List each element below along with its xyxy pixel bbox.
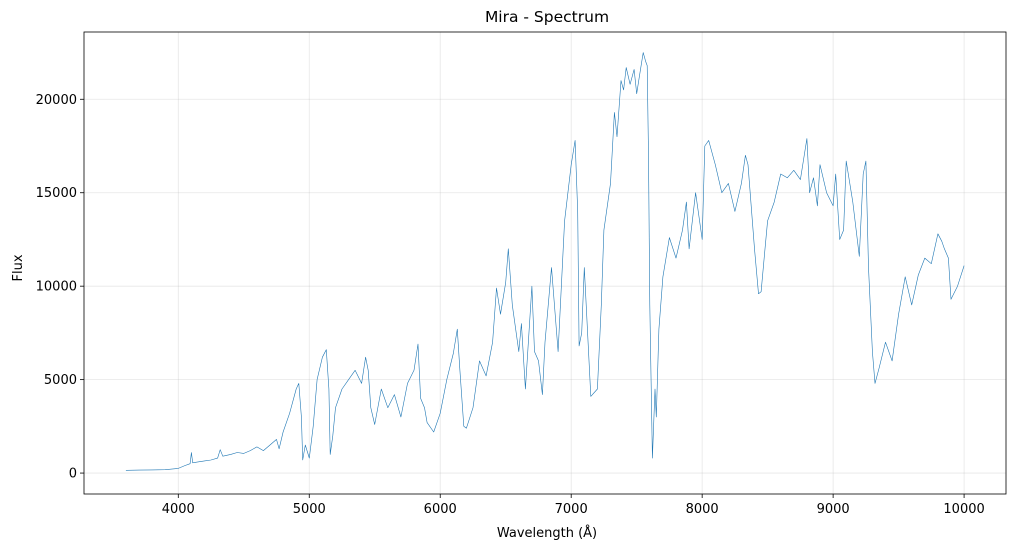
x-tick-label: 9000 bbox=[817, 502, 850, 517]
spectrum-line bbox=[125, 52, 965, 471]
x-gridlines bbox=[177, 32, 965, 494]
x-axis-label: Wavelength (Å) bbox=[497, 525, 597, 541]
plot-frame bbox=[83, 31, 1007, 495]
x-tick-label: 6000 bbox=[424, 502, 457, 517]
y-tick-label: 20000 bbox=[36, 93, 77, 108]
y-tick-label: 10000 bbox=[36, 280, 77, 295]
x-axis-ticks: 4000 5000 6000 7000 8000 9000 10000 bbox=[162, 494, 985, 517]
x-tick-label: 5000 bbox=[293, 502, 326, 517]
x-tick-label: 4000 bbox=[162, 502, 195, 517]
chart-title: Mira - Spectrum bbox=[485, 8, 609, 26]
y-tick-label: 15000 bbox=[36, 186, 77, 201]
x-tick-label: 10000 bbox=[943, 502, 984, 517]
x-tick-label: 8000 bbox=[686, 502, 719, 517]
y-tick-label: 5000 bbox=[44, 373, 77, 388]
x-tick-label: 7000 bbox=[555, 502, 588, 517]
y-gridlines bbox=[84, 98, 1006, 474]
y-tick-label: 0 bbox=[69, 467, 77, 482]
y-axis-label: Flux bbox=[11, 254, 26, 281]
y-axis-ticks: 0 5000 10000 15000 20000 bbox=[36, 93, 84, 482]
